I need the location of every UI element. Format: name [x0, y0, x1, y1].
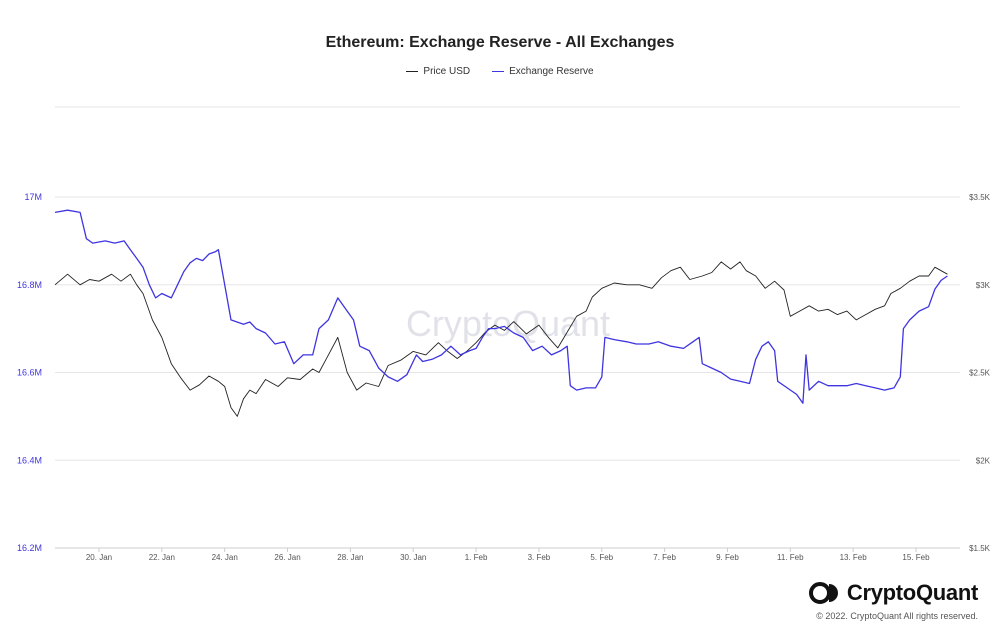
- logo-text: CryptoQuant: [846, 580, 978, 605]
- right-axis-tick-label: $2K: [976, 456, 991, 465]
- watermark: CryptoQuant: [406, 303, 610, 344]
- left-axis-tick-label: 16.4M: [17, 455, 42, 465]
- left-axis-tick-label: 16.6M: [17, 368, 42, 378]
- chart-title: Ethereum: Exchange Reserve - All Exchang…: [325, 34, 675, 51]
- x-axis-tick-label: 30. Jan: [400, 553, 426, 562]
- right-axis-tick-label: $3K: [976, 281, 991, 290]
- x-axis-tick-label: 22. Jan: [149, 553, 175, 562]
- left-axis-tick-label: 16.2M: [17, 543, 42, 553]
- exchange-reserve-line: [54, 209, 948, 404]
- price-usd-line: [54, 261, 948, 417]
- chart-legend: Price USD Exchange Reserve: [0, 66, 1000, 77]
- x-axis-tick-label: 11. Feb: [777, 553, 804, 562]
- cryptoquant-logo: CryptoQuant: [808, 580, 978, 606]
- x-axis-tick-label: 15. Feb: [902, 553, 930, 562]
- x-axis-tick-label: 5. Feb: [590, 553, 613, 562]
- legend-label-price: Price USD: [423, 66, 471, 77]
- x-axis-tick-label: 7. Feb: [653, 553, 676, 562]
- right-axis-tick-label: $3.5K: [969, 193, 991, 202]
- right-axis-tick-label: $1.5K: [969, 544, 991, 553]
- x-axis-tick-label: 24. Jan: [212, 553, 238, 562]
- legend-label-reserve: Exchange Reserve: [509, 66, 594, 77]
- axis-layer: 17M 16.8M 16.6M 16.4M 16.2M $3.5K $3K $2.5K $2K $…: [17, 192, 991, 562]
- x-axis-tick-label: 28. Jan: [337, 553, 363, 562]
- legend-item-price[interactable]: Price USD: [406, 66, 470, 77]
- x-axis-tick-label: 3. Feb: [528, 553, 551, 562]
- x-axis-tick-label: 1. Feb: [465, 553, 488, 562]
- legend-swatch-reserve: [492, 71, 505, 72]
- x-axis-tick-label: 9. Feb: [716, 553, 739, 562]
- cryptoquant-logo-icon: [808, 582, 838, 604]
- left-axis-tick-label: 17M: [24, 192, 42, 202]
- series-layer: [54, 209, 948, 417]
- legend-swatch-price: [406, 71, 419, 72]
- x-axis-tick-label: 26. Jan: [274, 553, 300, 562]
- x-axis-tick-label: 20. Jan: [86, 553, 112, 562]
- x-axis-tick-label: 13. Feb: [840, 553, 868, 562]
- copyright: © 2022. CryptoQuant All rights reserved.: [816, 611, 978, 621]
- right-axis-tick-label: $2.5K: [969, 369, 991, 378]
- left-axis-tick-label: 16.8M: [17, 280, 42, 290]
- legend-item-reserve[interactable]: Exchange Reserve: [492, 66, 594, 77]
